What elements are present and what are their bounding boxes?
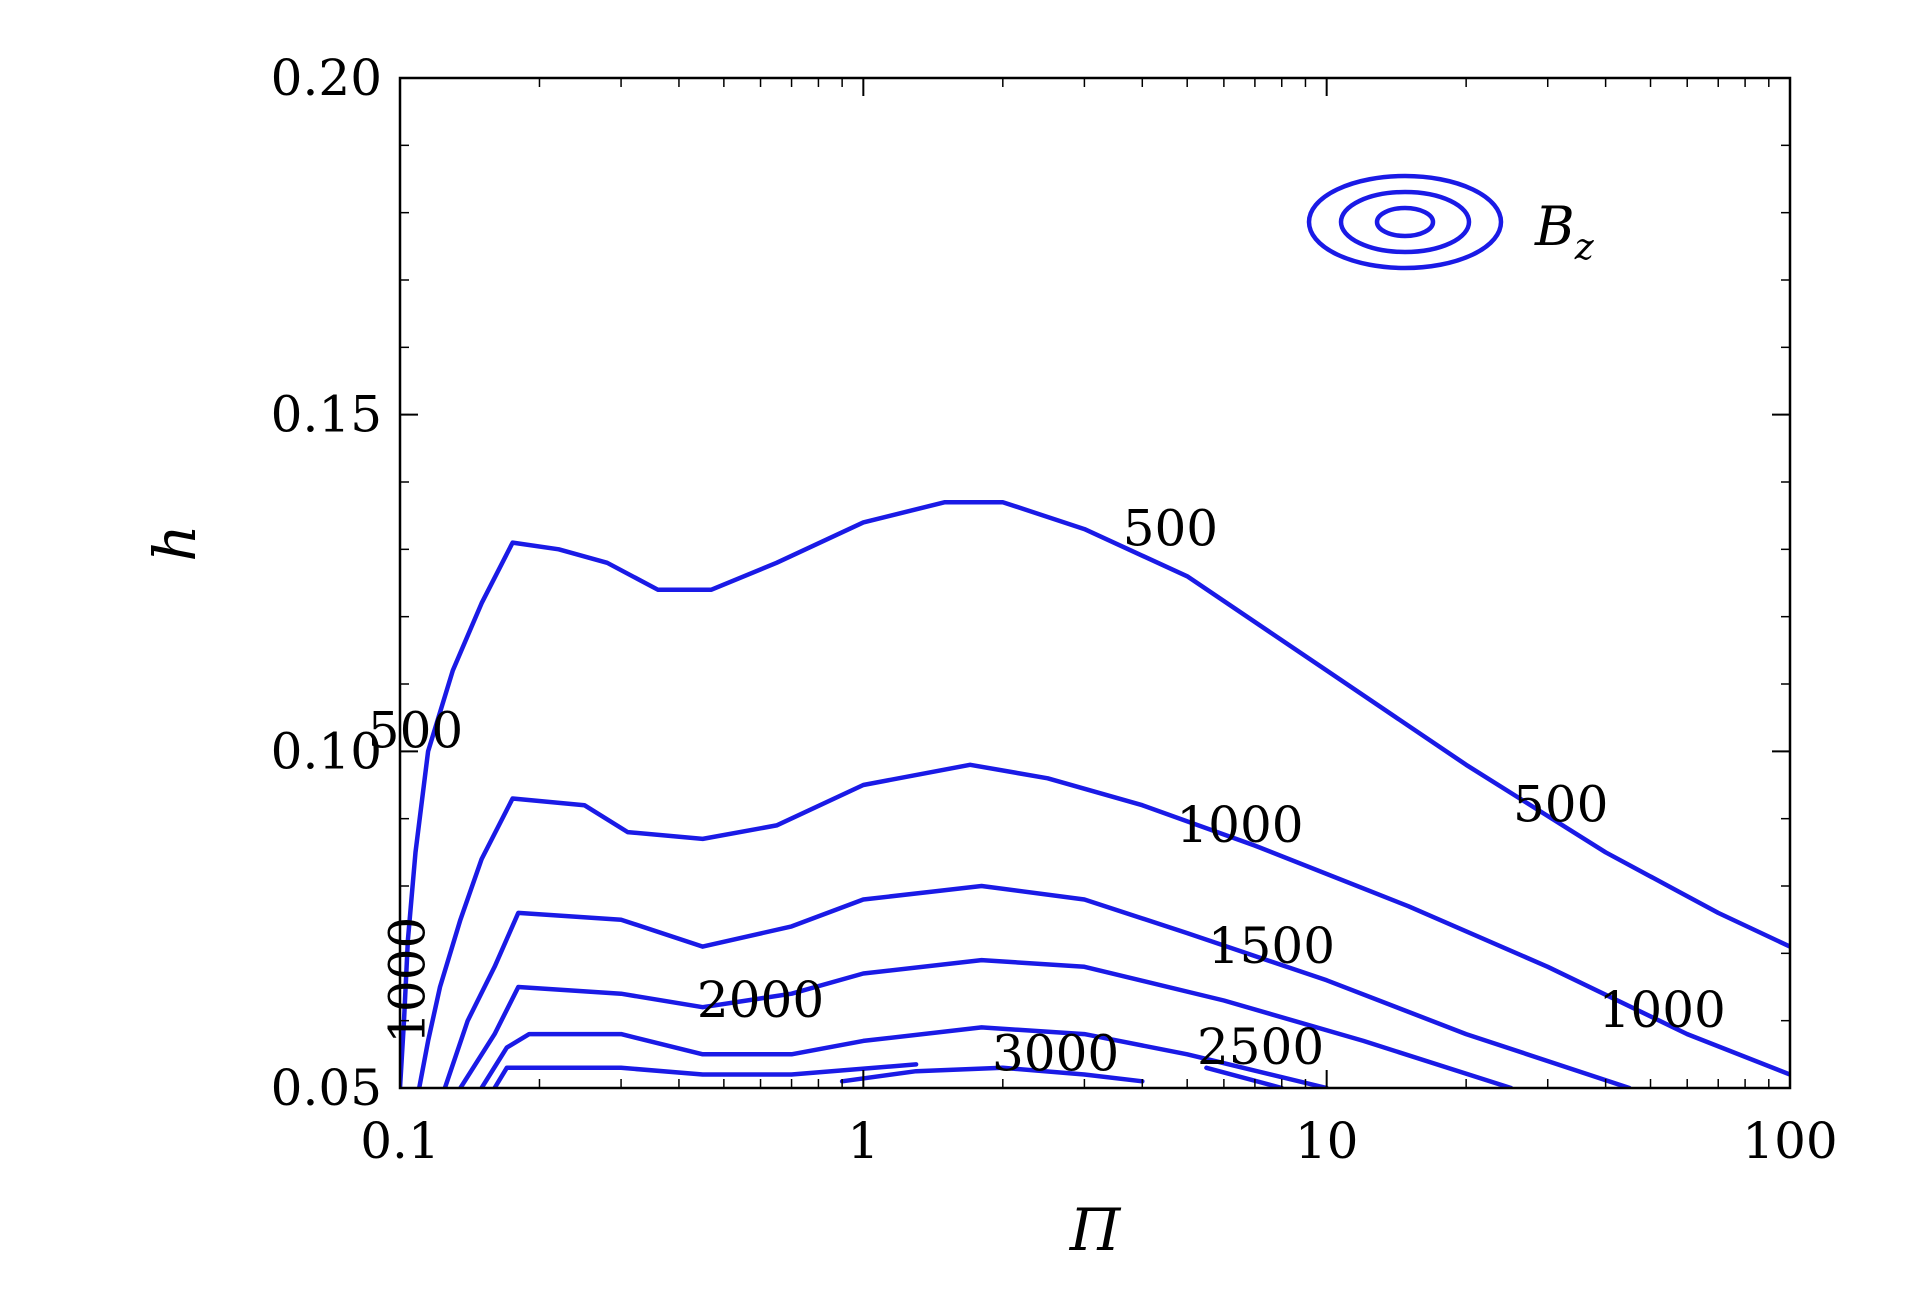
- x-tick-label: 1: [847, 1112, 879, 1170]
- x-tick-label: 0.1: [360, 1112, 440, 1170]
- y-tick-label: 0.10: [271, 722, 382, 780]
- legend-label-subscript: z: [1574, 227, 1595, 268]
- contour-legend-icon: [1306, 173, 1504, 271]
- legend-ring: [1374, 205, 1436, 239]
- contour-label-1000: 1000: [379, 917, 437, 1044]
- y-tick-label: 0.20: [271, 49, 382, 107]
- contour-line-1000: [416, 762, 1790, 1088]
- contour-label-1500: 1500: [1208, 917, 1335, 975]
- contour-label-500: 500: [1123, 500, 1218, 558]
- contour-line-2000: [458, 957, 1514, 1088]
- y-tick-label: 0.05: [271, 1059, 382, 1117]
- contour-line-3000: [492, 1062, 919, 1088]
- legend-ring: [1306, 173, 1504, 271]
- legend: Bz: [1306, 173, 1595, 271]
- y-tick-label: 0.15: [271, 386, 382, 444]
- contour-label-3000: 3000: [992, 1025, 1119, 1083]
- contour-label-500: 500: [368, 702, 463, 760]
- contour-line-2500: [479, 1025, 1329, 1088]
- contour-line-500: [400, 499, 1790, 1088]
- contour-line-3000: [839, 1065, 1145, 1084]
- plot-frame: [398, 76, 1792, 1090]
- x-tick-label: 10: [1295, 1112, 1359, 1170]
- contour-labels: 500 500 500 1000 1000 1000 1500 2000 2500 3000: [368, 500, 1726, 1083]
- contour-line-1500: [442, 883, 1632, 1088]
- contour-label-2500: 2500: [1197, 1018, 1324, 1076]
- contour-lines: [400, 499, 1790, 1088]
- y-axis-label: h: [141, 524, 209, 561]
- x-tick-label: 100: [1742, 1112, 1837, 1170]
- contour-label-2000: 2000: [697, 971, 824, 1029]
- axis-ticks: [399, 77, 1791, 1089]
- legend-label: Bz: [1534, 195, 1595, 268]
- legend-label-main: B: [1534, 195, 1575, 258]
- legend-ring: [1338, 189, 1472, 255]
- contour-label-500: 500: [1513, 776, 1608, 834]
- axis-tick-labels: 0.1 1 10 100 0.05 0.10 0.15 0.20: [271, 49, 1838, 1170]
- contour-label-1000: 1000: [1176, 796, 1303, 854]
- contour-label-1000: 1000: [1599, 981, 1726, 1039]
- contour-line-2500: [1204, 1065, 1285, 1088]
- x-axis-label: Π: [1069, 1196, 1122, 1264]
